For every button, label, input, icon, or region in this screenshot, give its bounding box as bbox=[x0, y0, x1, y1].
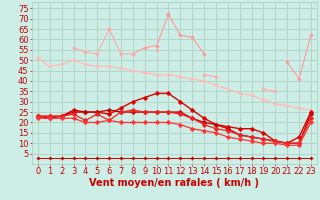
X-axis label: Vent moyen/en rafales ( km/h ): Vent moyen/en rafales ( km/h ) bbox=[89, 178, 260, 188]
